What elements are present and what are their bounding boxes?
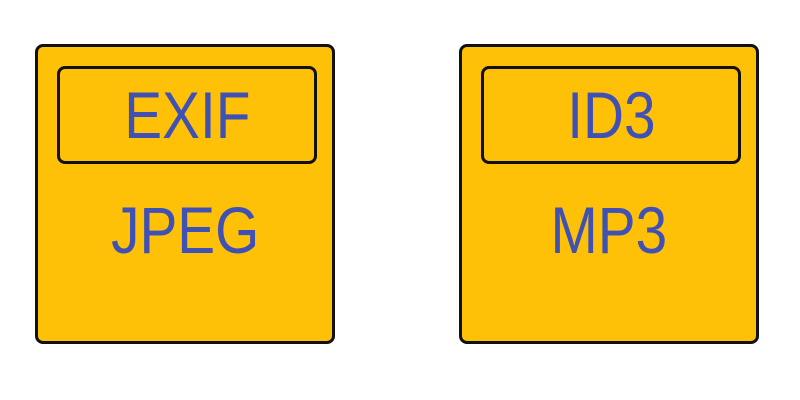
jpeg-label: JPEG: [110, 193, 260, 267]
id3-metadata-box: ID3: [481, 66, 741, 164]
exif-label: EXIF: [123, 78, 251, 152]
mp3-file-box: ID3 MP3: [459, 44, 759, 344]
jpeg-file-box: EXIF JPEG: [35, 44, 335, 344]
id3-label: ID3: [566, 78, 656, 152]
mp3-label: MP3: [550, 193, 668, 267]
exif-metadata-box: EXIF: [57, 66, 317, 164]
mp3-format-label-wrap: MP3: [462, 195, 756, 265]
jpeg-format-label-wrap: JPEG: [38, 195, 332, 265]
